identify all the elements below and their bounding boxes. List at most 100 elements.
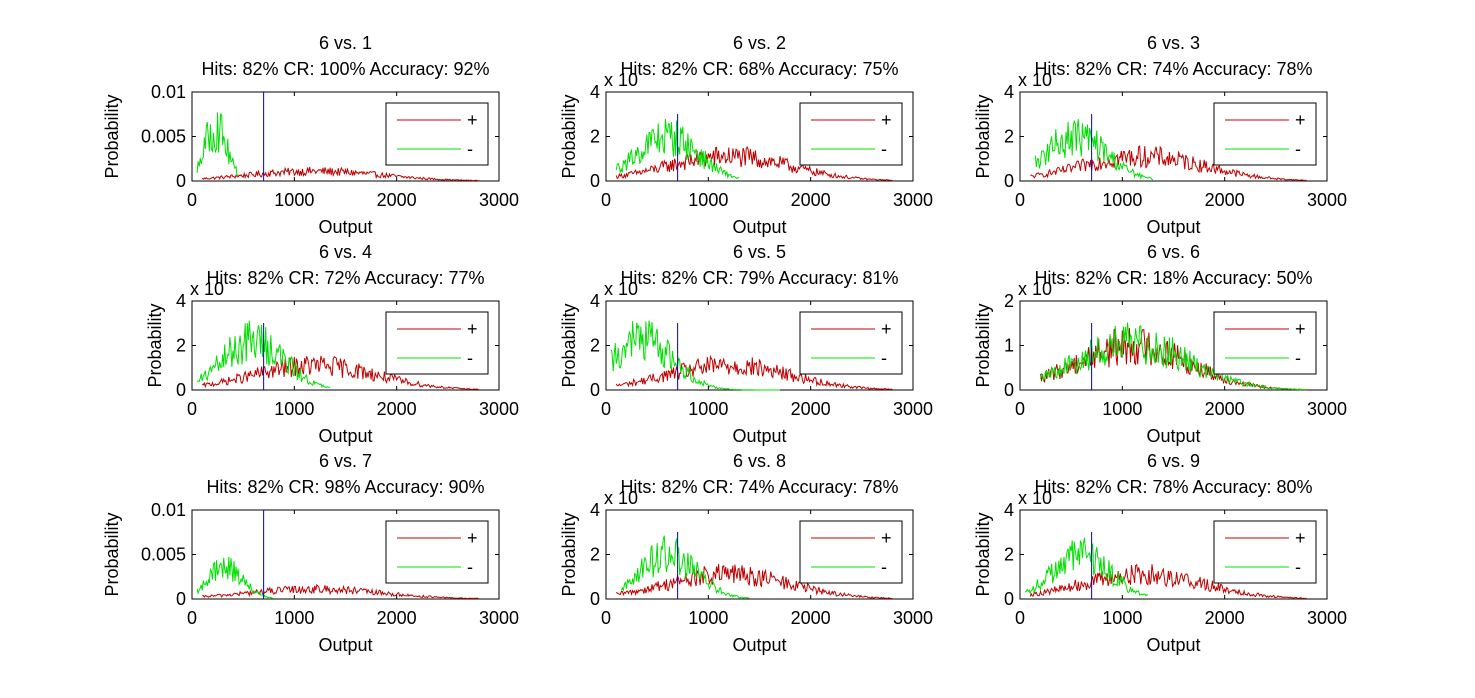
series-line-pos bbox=[615, 146, 893, 182]
x-axis-label: Output bbox=[732, 635, 786, 655]
subplot-subtitle: Hits: 82% CR: 74% Accuracy: 78% bbox=[620, 477, 898, 497]
x-tick-label: 2000 bbox=[791, 190, 831, 210]
y-tick-label: 0 bbox=[1004, 171, 1014, 191]
legend-label: - bbox=[1295, 348, 1301, 368]
x-tick-label: 0 bbox=[1015, 190, 1025, 210]
subplot-8: 6 vs. 8 Hits: 82% CR: 74% Accuracy: 78% 0 1… bbox=[559, 451, 933, 655]
x-tick-label: 3000 bbox=[479, 608, 519, 628]
series-line-pos bbox=[1029, 563, 1307, 600]
y-tick-label: 4 bbox=[590, 500, 600, 520]
y-axis-label: Probability bbox=[559, 512, 579, 596]
y-tick-label: 2 bbox=[1004, 545, 1014, 565]
legend-label: + bbox=[881, 319, 892, 339]
x-tick-label: 2000 bbox=[377, 608, 417, 628]
subplot-6: 6 vs. 6 Hits: 82% CR: 18% Accuracy: 50% 0 1… bbox=[973, 242, 1347, 446]
x-axis-label: Output bbox=[1146, 217, 1200, 237]
x-axis-label: Output bbox=[732, 217, 786, 237]
x-tick-label: 1000 bbox=[1102, 190, 1142, 210]
series-line-neg bbox=[1034, 119, 1154, 181]
x-tick-label: 1000 bbox=[1102, 399, 1142, 419]
legend-label: - bbox=[1295, 139, 1301, 159]
legend-label: - bbox=[881, 139, 887, 159]
x-tick-label: 2000 bbox=[791, 608, 831, 628]
y-tick-label: 2 bbox=[590, 127, 600, 147]
legend-label: + bbox=[1295, 528, 1306, 548]
x-tick-label: 3000 bbox=[893, 399, 933, 419]
legend-box bbox=[1213, 520, 1317, 584]
x-tick-label: 3000 bbox=[893, 608, 933, 628]
legend-label: + bbox=[1295, 319, 1306, 339]
series-line-neg bbox=[620, 535, 750, 599]
legend-box bbox=[385, 311, 489, 375]
legend: +- bbox=[385, 520, 489, 584]
x-axis-label: Output bbox=[732, 426, 786, 446]
x-tick-label: 0 bbox=[1015, 608, 1025, 628]
y-tick-label: 2 bbox=[1004, 291, 1014, 311]
x-tick-label: 1000 bbox=[274, 190, 314, 210]
legend-label: - bbox=[881, 348, 887, 368]
x-tick-label: 0 bbox=[187, 190, 197, 210]
legend: +- bbox=[799, 520, 903, 584]
y-tick-label: 2 bbox=[590, 336, 600, 356]
series-line-pos bbox=[202, 583, 479, 600]
x-tick-label: 2000 bbox=[1205, 608, 1245, 628]
y-exponent-label: x 10 bbox=[1018, 488, 1052, 508]
x-axis-label: Output bbox=[1146, 426, 1200, 446]
x-tick-label: 3000 bbox=[1307, 190, 1347, 210]
y-tick-label: 2 bbox=[590, 545, 600, 565]
y-tick-label: 0 bbox=[176, 589, 186, 609]
subplot-1: 6 vs. 1 Hits: 82% CR: 100% Accuracy: 92% 0… bbox=[102, 33, 519, 237]
subplot-9: 6 vs. 9 Hits: 82% CR: 78% Accuracy: 80% 0 1… bbox=[973, 451, 1347, 655]
y-exponent-label: x 10 bbox=[1018, 70, 1052, 90]
y-tick-label: 0 bbox=[176, 380, 186, 400]
x-tick-label: 2000 bbox=[791, 399, 831, 419]
legend-label: + bbox=[467, 528, 478, 548]
series-line-pos bbox=[201, 166, 479, 182]
y-axis-label: Probability bbox=[102, 94, 122, 178]
legend-label: + bbox=[881, 528, 892, 548]
y-tick-label: 0 bbox=[590, 171, 600, 191]
x-axis-label: Output bbox=[1146, 635, 1200, 655]
y-tick-label: 4 bbox=[176, 291, 186, 311]
y-exponent-label: x 10 bbox=[604, 488, 638, 508]
y-tick-label: 4 bbox=[1004, 82, 1014, 102]
series-line-neg bbox=[196, 112, 239, 177]
legend: +- bbox=[1213, 311, 1317, 375]
x-axis-label: Output bbox=[318, 217, 372, 237]
x-tick-label: 0 bbox=[601, 190, 611, 210]
x-tick-label: 0 bbox=[601, 399, 611, 419]
series-line-pos bbox=[615, 354, 893, 391]
series-line-neg bbox=[610, 320, 780, 391]
subplot-title: 6 vs. 3 bbox=[1147, 33, 1200, 53]
y-axis-label: Probability bbox=[973, 512, 993, 596]
y-tick-label: 0 bbox=[176, 171, 186, 191]
x-tick-label: 3000 bbox=[1307, 399, 1347, 419]
subplot-subtitle: Hits: 82% CR: 98% Accuracy: 90% bbox=[206, 477, 484, 497]
x-tick-label: 2000 bbox=[1205, 399, 1245, 419]
y-axis-label: Probability bbox=[102, 512, 122, 596]
y-exponent-label: x 10 bbox=[604, 279, 638, 299]
series-line-pos bbox=[201, 355, 479, 391]
subplot-subtitle: Hits: 82% CR: 78% Accuracy: 80% bbox=[1034, 477, 1312, 497]
y-tick-label: 0.005 bbox=[141, 545, 186, 565]
legend: +- bbox=[385, 311, 489, 375]
subplot-title: 6 vs. 9 bbox=[1147, 451, 1200, 471]
x-tick-label: 3000 bbox=[893, 190, 933, 210]
x-tick-label: 0 bbox=[601, 608, 611, 628]
legend: +- bbox=[385, 102, 489, 166]
y-tick-label: 0 bbox=[1004, 589, 1014, 609]
x-axis-label: Output bbox=[318, 426, 372, 446]
legend-label: - bbox=[1295, 557, 1301, 577]
x-tick-label: 1000 bbox=[688, 190, 728, 210]
legend-label: - bbox=[467, 139, 473, 159]
x-tick-label: 1000 bbox=[688, 608, 728, 628]
subplot-4: 6 vs. 4 Hits: 82% CR: 72% Accuracy: 77% 0 1… bbox=[145, 242, 519, 446]
subplot-7: 6 vs. 7 Hits: 82% CR: 98% Accuracy: 90% 0 1… bbox=[102, 451, 519, 655]
y-tick-label: 1 bbox=[1004, 336, 1014, 356]
y-axis-label: Probability bbox=[559, 303, 579, 387]
legend: +- bbox=[1213, 520, 1317, 584]
legend-box bbox=[1213, 102, 1317, 166]
subplot-subtitle: Hits: 82% CR: 72% Accuracy: 77% bbox=[206, 268, 484, 288]
x-tick-label: 0 bbox=[1015, 399, 1025, 419]
